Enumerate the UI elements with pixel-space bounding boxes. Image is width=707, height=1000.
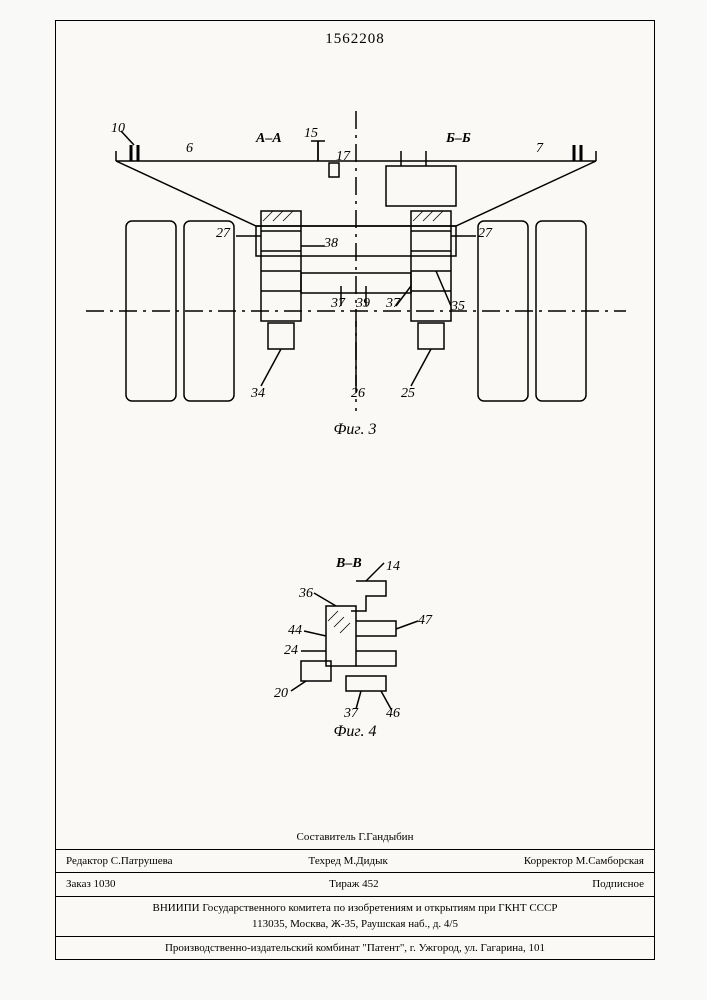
label-46: 46 (386, 706, 400, 722)
fig4-caption: Фиг. 4 (334, 723, 377, 741)
patent-number: 1562208 (325, 31, 385, 48)
section-v: В–В (336, 556, 362, 572)
label-44: 44 (288, 623, 302, 639)
footer: Составитель Г.Гандыбин Редактор С.Патруш… (56, 826, 654, 959)
corrector: Корректор М.Самборская (524, 853, 644, 870)
tech: Техред М.Дидык (309, 853, 388, 870)
label-36: 36 (299, 586, 313, 602)
section-b: Б–Б (446, 131, 471, 147)
label-39: 39 (356, 296, 370, 312)
label-27b: 27 (478, 226, 492, 242)
label-37a: 37 (331, 296, 345, 312)
label-17: 17 (336, 149, 350, 165)
label-24: 24 (284, 643, 298, 659)
label-6: 6 (186, 141, 193, 157)
label-47: 47 (418, 613, 432, 629)
page-frame: 1562208 (55, 20, 655, 960)
label-7: 7 (536, 141, 543, 157)
label-15: 15 (304, 126, 318, 142)
figure-3: 10 6 A–A 15 17 Б–Б 7 27 38 27 37 39 37 3… (56, 111, 654, 441)
label-37b: 37 (386, 296, 400, 312)
label-27a: 27 (216, 226, 230, 242)
label-38: 38 (324, 236, 338, 252)
tirage: Тираж 452 (329, 876, 379, 893)
org1: ВНИИПИ Государственного комитета по изоб… (153, 902, 558, 914)
label-14: 14 (386, 559, 400, 575)
editor: Редактор С.Патрушева (66, 853, 173, 870)
section-a: A–A (256, 131, 282, 147)
figure-4: В–В 14 36 44 24 20 37 46 47 Фиг. 4 (56, 551, 654, 751)
order: Заказ 1030 (66, 876, 116, 893)
org2: Производственно-издательский комбинат "П… (165, 942, 545, 954)
label-35: 35 (451, 299, 465, 315)
fig3-caption: Фиг. 3 (334, 421, 377, 439)
label-10: 10 (111, 121, 125, 137)
sign: Подписное (592, 876, 644, 893)
composer: Составитель Г.Гандыбин (56, 826, 654, 849)
label-26: 26 (351, 386, 365, 402)
label-20: 20 (274, 686, 288, 702)
addr1: 113035, Москва, Ж-35, Раушская наб., д. … (252, 918, 458, 930)
label-34: 34 (251, 386, 265, 402)
label-37: 37 (344, 706, 358, 722)
label-25: 25 (401, 386, 415, 402)
